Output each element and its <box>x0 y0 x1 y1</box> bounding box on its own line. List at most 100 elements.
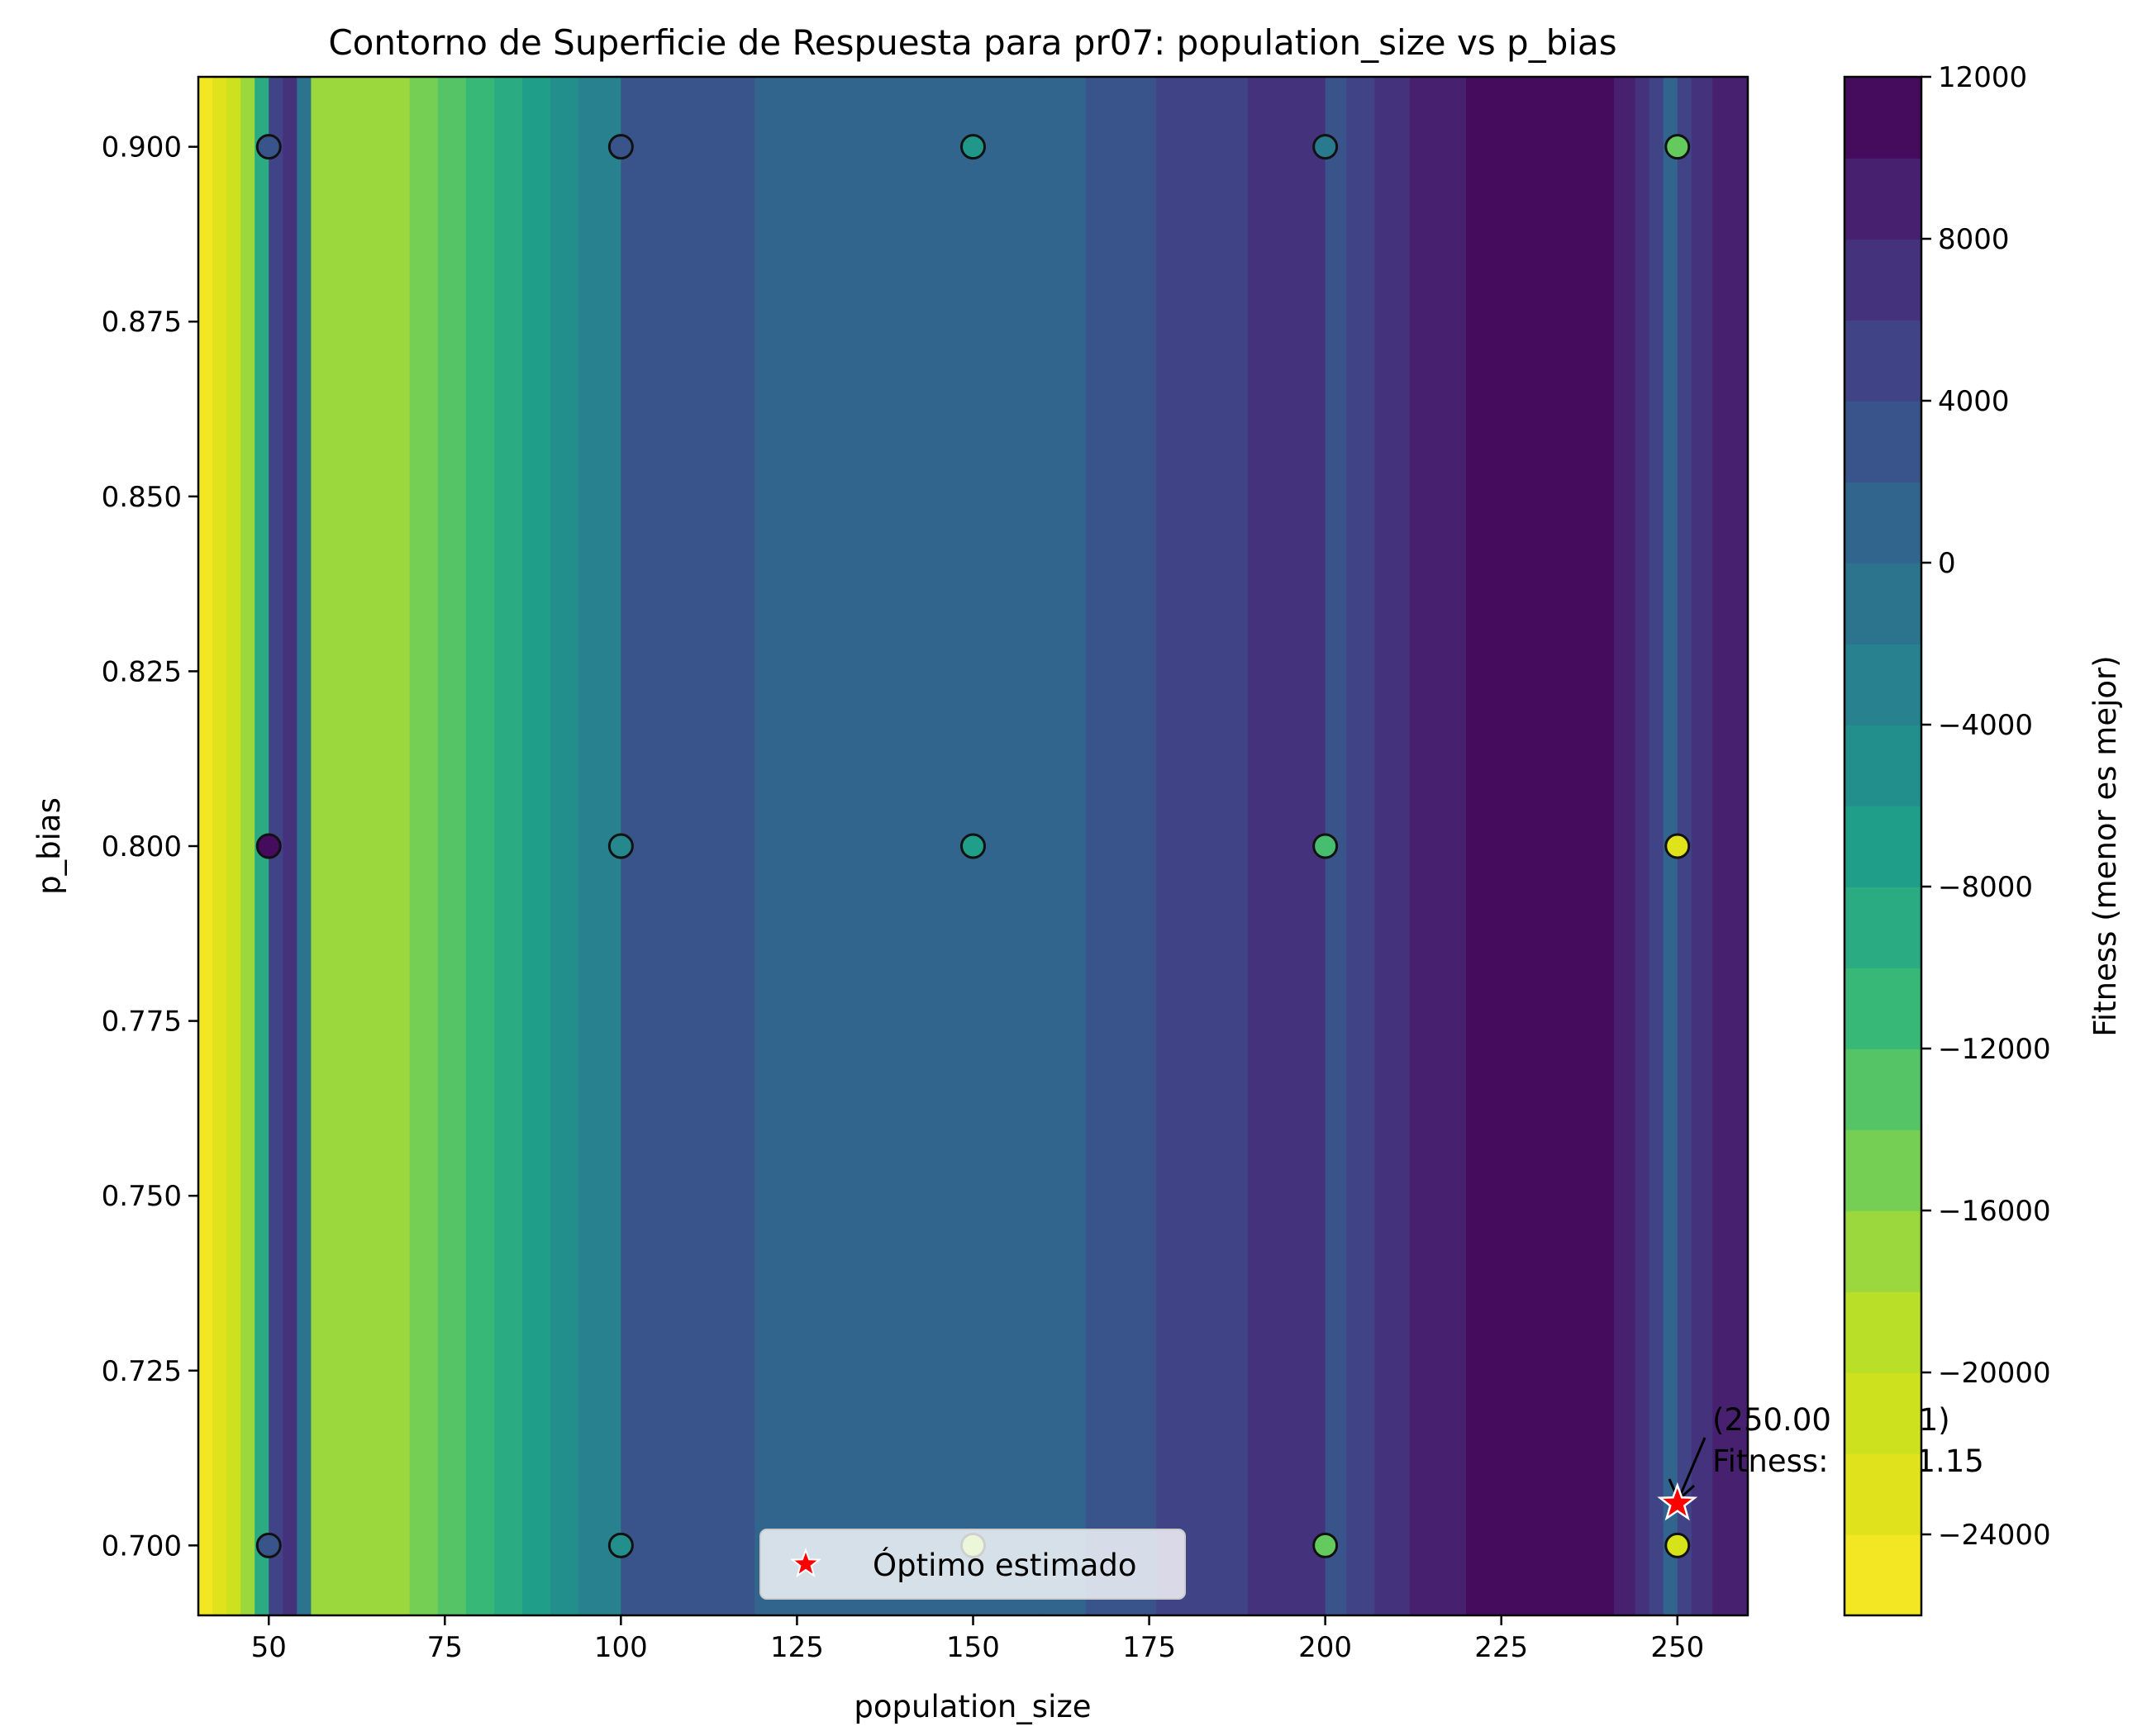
contour-band <box>1156 77 1221 1615</box>
sample-point <box>1312 134 1339 160</box>
sample-point <box>607 833 634 859</box>
contour-band <box>1466 77 1538 1615</box>
contour-band <box>832 77 904 1615</box>
contour-band <box>691 77 756 1615</box>
sample-point <box>1312 1532 1339 1558</box>
colorbar-tick-label: −4000 <box>1938 709 2033 742</box>
colorbar-tick-label: −12000 <box>1938 1033 2051 1066</box>
contour-band <box>297 77 312 1615</box>
y-tick-label: 0.800 <box>102 830 182 863</box>
x-tick-label: 125 <box>770 1631 824 1664</box>
colorbar-tick-label: −16000 <box>1938 1195 2051 1228</box>
contour-band <box>1219 77 1249 1615</box>
sample-point <box>607 134 634 160</box>
colorbar-band <box>1844 401 1921 483</box>
contour-band <box>1346 77 1376 1615</box>
sample-point <box>255 134 282 160</box>
colorbar-band <box>1844 158 1921 240</box>
x-axis-label: population_size <box>854 1689 1091 1724</box>
contour-band <box>550 77 580 1615</box>
x-tick-label: 150 <box>946 1631 1000 1664</box>
contour-band <box>1614 77 1636 1615</box>
sample-point <box>255 833 282 859</box>
sample-point <box>960 134 986 160</box>
contour-band <box>1085 77 1157 1615</box>
sample-point <box>607 1532 634 1558</box>
colorbar-tick-label: 0 <box>1938 547 1956 580</box>
legend-label: Óptimo estimado <box>873 1547 1137 1583</box>
colorbar-tick-label: −24000 <box>1938 1519 2051 1552</box>
y-tick-label: 0.850 <box>102 481 182 514</box>
contour-band <box>311 77 340 1615</box>
colorbar-frame <box>1843 75 1923 1617</box>
colorbar-band <box>1844 320 1921 402</box>
colorbar-band <box>1844 968 1921 1049</box>
colorbar-band <box>1844 725 1921 806</box>
contour-band <box>1247 77 1284 1615</box>
y-tick-label: 0.825 <box>102 655 182 688</box>
y-tick-label: 0.875 <box>102 306 182 339</box>
colorbar-band <box>1844 1130 1921 1211</box>
chart-title: Contorno de Superficie de Respuesta para… <box>328 22 1616 63</box>
colorbar: −24000 −20000 −16000 −12000 −8000 −4000 0 4000 8… <box>1843 61 2051 1617</box>
y-axis: 0.700 0.725 0.750 0.775 0.800 0.825 0.850 0.875… <box>102 131 198 1562</box>
y-tick-label: 0.700 <box>102 1529 182 1562</box>
contour-band <box>522 77 551 1615</box>
sample-point <box>960 833 986 859</box>
y-tick-label: 0.750 <box>102 1180 182 1213</box>
annotation-arrow <box>1677 1437 1706 1501</box>
sample-point <box>1664 833 1691 859</box>
x-tick-label: 75 <box>427 1631 463 1664</box>
contour-band <box>493 77 523 1615</box>
contour-band <box>1649 77 1664 1615</box>
colorbar-band <box>1844 77 1921 159</box>
colorbar-band <box>1844 887 1921 968</box>
colorbar-band <box>1844 239 1921 321</box>
contour-band <box>1691 77 1714 1615</box>
contour-band <box>226 77 241 1615</box>
contour-band <box>1374 77 1411 1615</box>
colorbar-band <box>1844 1453 1921 1535</box>
legend: Óptimo estimado <box>759 1529 1186 1600</box>
y-tick-label: 0.900 <box>102 131 182 164</box>
contour-band <box>1712 77 1749 1615</box>
contour-band <box>283 77 298 1615</box>
colorbar-tick-label: −20000 <box>1938 1357 2051 1390</box>
sample-point <box>1664 1532 1691 1558</box>
x-tick-label: 225 <box>1474 1631 1528 1664</box>
colorbar-label: Fitness (menor es mejor) <box>2087 655 2123 1036</box>
colorbar-band <box>1844 563 1921 644</box>
colorbar-band <box>1844 1210 1921 1292</box>
colorbar-band <box>1844 1534 1921 1616</box>
y-tick-label: 0.775 <box>102 1006 182 1039</box>
contour-band <box>198 77 213 1615</box>
contour-band <box>754 77 833 1615</box>
sample-points <box>255 134 1691 1558</box>
sample-point <box>255 1532 282 1558</box>
colorbar-band <box>1844 806 1921 887</box>
contour-band <box>339 77 383 1615</box>
x-tick-label: 100 <box>594 1631 648 1664</box>
contour-band <box>381 77 411 1615</box>
contour-band <box>465 77 495 1615</box>
colorbar-tick-label: 8000 <box>1938 223 2010 256</box>
contour-band <box>1635 77 1650 1615</box>
colorbar-tick-label: −8000 <box>1938 871 2033 904</box>
contour-band <box>437 77 467 1615</box>
x-axis: 50 75 100 125 150 175 200 225 250 <box>251 1615 1704 1664</box>
colorbar-band <box>1844 1291 1921 1373</box>
colorbar-tick-label: 12000 <box>1938 61 2027 94</box>
contour-band <box>1409 77 1467 1615</box>
x-tick-label: 175 <box>1122 1631 1176 1664</box>
legend-star-icon <box>790 1548 821 1578</box>
y-tick-label: 0.725 <box>102 1355 182 1388</box>
optimum-marker <box>1657 1482 1698 1521</box>
contour-band <box>212 77 227 1615</box>
contour-band <box>409 77 439 1615</box>
contour-band <box>1536 77 1615 1615</box>
contour-band <box>1043 77 1087 1615</box>
x-tick-label: 200 <box>1298 1631 1352 1664</box>
sample-point <box>1664 134 1691 160</box>
sample-point <box>1312 833 1339 859</box>
